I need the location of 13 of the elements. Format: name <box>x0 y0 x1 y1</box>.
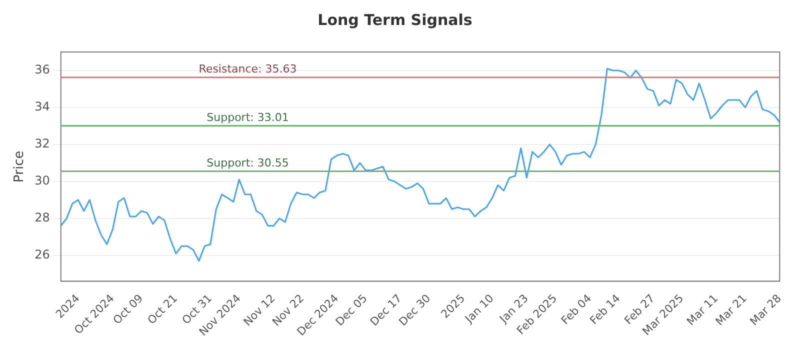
x-tick-label: Mar 28 <box>748 292 784 328</box>
y-tick-label: 32 <box>34 136 50 151</box>
y-tick-label: 28 <box>34 210 50 224</box>
y-tick-label: 36 <box>34 62 50 77</box>
ref-line-label: Resistance: 35.63 <box>198 62 297 76</box>
ref-line-label: Support: 33.01 <box>206 111 289 124</box>
y-axis-title: Price <box>12 150 28 182</box>
y-tick-label: 34 <box>34 100 50 114</box>
y-tick-label: 26 <box>34 247 50 262</box>
chart-title: Long Term Signals <box>318 10 472 29</box>
y-tick-label: 30 <box>34 174 50 188</box>
ref-line-label: Support: 30.55 <box>206 156 289 170</box>
x-tick-label: Oct 21 <box>145 292 180 327</box>
